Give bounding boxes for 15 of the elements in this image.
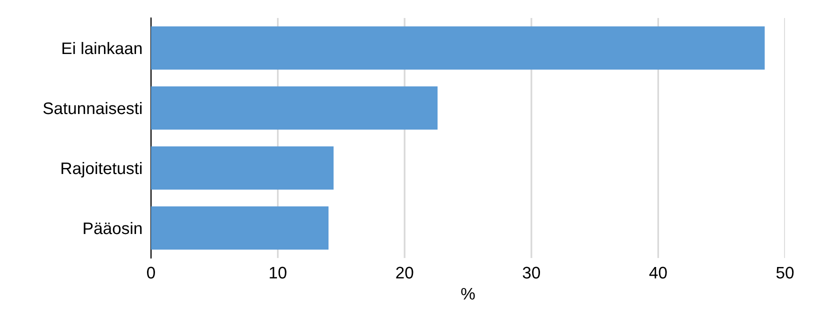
- y-tick-label: Satunnaisesti: [43, 102, 142, 114]
- x-tick-label: 30: [522, 266, 540, 279]
- y-tick-label: Ei lainkaan: [62, 42, 142, 54]
- bar: [151, 26, 765, 70]
- x-tick-label: 0: [147, 266, 155, 279]
- x-tick-label: 50: [776, 266, 794, 279]
- y-tick-label: Pääosin: [84, 222, 142, 234]
- x-tick-label: 10: [270, 266, 286, 279]
- x-axis-title: %: [461, 288, 475, 300]
- y-tick-label: Rajoitetusti: [62, 162, 142, 178]
- bar: [151, 146, 334, 190]
- bar: [151, 86, 438, 130]
- bar: [151, 206, 329, 250]
- x-tick-label: 20: [396, 266, 414, 279]
- x-tick-label: 40: [649, 266, 667, 279]
